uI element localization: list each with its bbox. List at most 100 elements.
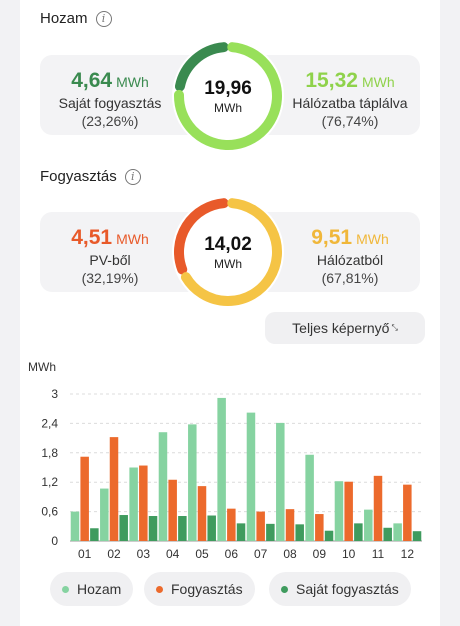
legend-item-self-consumption[interactable]: Saját fogyasztás [269,572,411,606]
legend-label-consumption: Fogyasztás [171,581,243,597]
bar-yield [305,454,314,541]
bar-self-consumption [148,516,158,541]
yield-grid-unit: MWh [361,74,395,90]
yield-self-value: 4,64 [71,69,113,92]
consumption-donut: 14,02 MWh [172,196,284,308]
bar-self-consumption [236,523,246,541]
consumption-total-unit: MWh [214,256,242,271]
consumption-grid-arc [180,198,282,306]
consumption-total-value: 14,02 [204,233,252,255]
consumption-section-title: Fogyasztás i [40,168,141,185]
y-tick-label: 3 [51,387,58,401]
yield-total-unit: MWh [214,100,242,115]
expand-icon: ⤡ [391,323,398,332]
bar-yield [393,523,402,541]
energy-card: Hozam i 4,64 MWh Saját fogyasztás (23,26%… [20,0,440,626]
legend-item-consumption[interactable]: Fogyasztás [144,572,255,606]
bar-yield [100,488,109,541]
bar-self-consumption [354,523,363,541]
yield-self-label: Saját fogyasztás [58,95,162,112]
bar-self-consumption [324,530,334,541]
x-tick-label: 03 [137,547,151,561]
yield-self-arc [174,42,229,92]
consumption-grid-value: 9,51 [311,226,353,249]
bar-self-consumption [266,523,275,541]
yield-self-consumption: 4,64 MWh Saját fogyasztás (23,26%) [40,68,180,130]
x-tick-label: 05 [195,547,209,561]
bar-consumption [139,465,148,541]
consumption-grid-pct: (67,81%) [321,269,379,286]
yield-self-unit: MWh [116,74,149,90]
legend-label-yield: Hozam [77,581,122,597]
yield-grid-value: 15,32 [305,69,358,92]
x-tick-label: 12 [401,547,415,561]
bar-yield [158,432,168,541]
yield-donut: 19,96 MWh [172,40,284,152]
info-icon[interactable]: i [124,168,141,185]
bar-yield [188,424,197,541]
consumption-pv-label: PV-ből [89,252,131,269]
x-tick-label: 06 [225,547,239,561]
consumption-pv-arc [174,198,229,275]
legend-dot-self-consumption [281,585,288,593]
monthly-bar-chart: MWh 0 0,6 1,2 1,8 2,4 3 01 02 03 04 05 06 07 08 09 10 11 1… [28,360,422,561]
x-tick-label: 10 [342,547,356,561]
bar-self-consumption [383,527,392,541]
consumption-grid-label: Hálózatból [316,252,384,269]
x-tick-label: 07 [254,547,268,561]
yield-grid-arc [174,42,282,150]
y-tick-label: 0 [51,534,58,548]
x-tick-label: 09 [313,547,327,561]
x-tick-label: 08 [283,547,297,561]
x-tick-label: 02 [107,547,121,561]
yield-section-title: Hozam i [40,10,112,27]
bar-self-consumption [295,524,304,541]
yield-grid-pct: (76,74%) [321,112,379,129]
bar-consumption [285,509,295,541]
legend-dot-consumption [156,585,163,593]
yield-total-value: 19,96 [204,77,252,99]
consumption-from-pv: 4,51 MWh PV-ből (32,19%) [40,225,180,287]
bar-yield [276,422,285,541]
y-tick-label: 1,2 [41,475,58,489]
bar-consumption [227,508,236,541]
bar-consumption [168,479,177,541]
legend-label-self-consumption: Saját fogyasztás [296,581,399,597]
yield-grid-feed: 15,32 MWh Hálózatba táplálva (76,74%) [280,68,420,130]
y-axis-unit: MWh [28,360,56,374]
yield-self-pct: (23,26%) [81,112,139,129]
bar-yield [217,397,226,541]
y-tick-label: 1,8 [41,446,58,460]
x-tick-label: 01 [78,547,92,561]
y-tick-label: 2,4 [41,416,58,430]
consumption-grid-unit: MWh [356,231,389,247]
legend-dot-yield [62,585,69,593]
bar-self-consumption [207,515,216,541]
info-icon[interactable]: i [95,10,112,27]
bar-self-consumption [178,516,187,541]
bar-consumption [373,475,383,541]
fullscreen-button[interactable]: Teljes képernyő ⤡ [265,312,425,344]
legend-item-yield[interactable]: Hozam [50,572,134,606]
fullscreen-label: Teljes képernyő [292,320,390,336]
bar-self-consumption [412,531,422,541]
bar-yield [364,509,373,541]
bar-consumption [315,514,324,541]
x-tick-label: 04 [166,547,180,561]
consumption-from-grid: 9,51 MWh Hálózatból (67,81%) [280,225,420,287]
bar-consumption [403,484,412,541]
y-tick-label: 0,6 [41,505,58,519]
x-tick-label: 11 [372,547,385,561]
consumption-pv-unit: MWh [116,231,149,247]
yield-grid-label: Hálózatba táplálva [292,95,408,112]
bar-consumption [344,481,353,541]
consumption-pv-pct: (32,19%) [81,269,139,286]
bar-consumption [109,437,119,541]
consumption-pv-value: 4,51 [71,226,113,249]
bar-consumption [80,456,89,541]
bar-consumption [197,486,207,541]
bar-yield [129,467,138,541]
bar-consumption [256,511,265,541]
bar-self-consumption [90,528,99,541]
bar-yield [70,511,80,541]
